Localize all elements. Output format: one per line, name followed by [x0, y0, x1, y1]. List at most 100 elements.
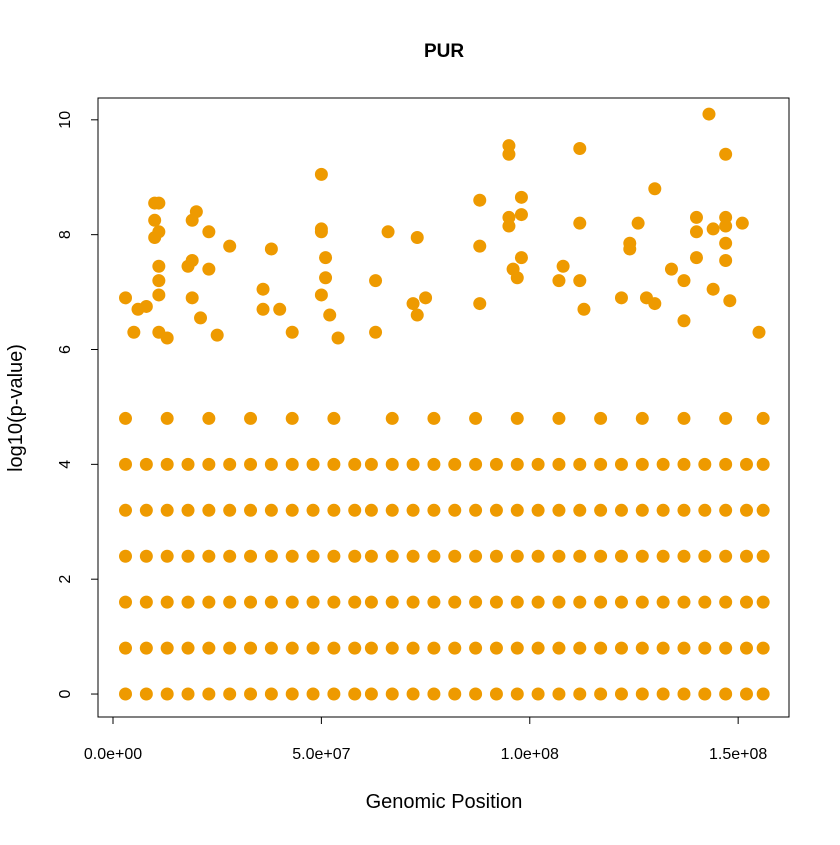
- point: [427, 641, 441, 655]
- point: [202, 687, 216, 701]
- point: [698, 595, 712, 609]
- point: [385, 687, 399, 701]
- point: [244, 457, 258, 471]
- point: [719, 457, 733, 471]
- point: [319, 251, 333, 265]
- point: [531, 641, 545, 655]
- point: [719, 236, 733, 250]
- point: [385, 641, 399, 655]
- point: [594, 503, 608, 517]
- point: [719, 595, 733, 609]
- point: [427, 503, 441, 517]
- point: [573, 457, 587, 471]
- point: [756, 411, 770, 425]
- point: [448, 549, 462, 563]
- point: [719, 219, 733, 233]
- point: [427, 549, 441, 563]
- point: [152, 196, 166, 210]
- point: [427, 595, 441, 609]
- point: [364, 687, 378, 701]
- point: [739, 641, 753, 655]
- point: [473, 193, 487, 207]
- point: [273, 302, 287, 316]
- point: [152, 259, 166, 273]
- point: [410, 308, 424, 322]
- y-tick-label: 4: [57, 460, 74, 469]
- point: [202, 457, 216, 471]
- point: [473, 297, 487, 311]
- point: [756, 549, 770, 563]
- point: [406, 549, 420, 563]
- point: [369, 274, 383, 288]
- point: [327, 411, 341, 425]
- point: [677, 641, 691, 655]
- point: [327, 687, 341, 701]
- point: [698, 687, 712, 701]
- point: [635, 503, 649, 517]
- point: [756, 687, 770, 701]
- point: [594, 641, 608, 655]
- point: [448, 457, 462, 471]
- plot-box: [97, 97, 790, 718]
- point: [739, 503, 753, 517]
- point: [573, 595, 587, 609]
- point: [614, 595, 628, 609]
- y-tick-label: 6: [57, 345, 74, 354]
- point: [723, 294, 737, 308]
- point: [573, 641, 587, 655]
- point: [331, 331, 345, 345]
- point: [510, 641, 524, 655]
- point: [614, 291, 628, 305]
- point: [189, 205, 203, 219]
- point: [223, 239, 237, 253]
- point: [406, 457, 420, 471]
- point: [406, 297, 420, 311]
- point: [139, 641, 153, 655]
- point: [314, 167, 328, 181]
- point: [348, 503, 362, 517]
- y-tick-label: 2: [57, 575, 74, 584]
- point: [319, 271, 333, 285]
- point: [577, 302, 591, 316]
- point: [752, 325, 766, 339]
- point: [194, 311, 208, 325]
- point: [531, 687, 545, 701]
- point: [739, 457, 753, 471]
- point: [364, 457, 378, 471]
- point: [473, 239, 487, 253]
- point: [119, 687, 133, 701]
- x-tick-label: 1.0e+08: [501, 746, 559, 763]
- point: [385, 595, 399, 609]
- point: [656, 641, 670, 655]
- point: [573, 142, 587, 156]
- point: [119, 457, 133, 471]
- point: [469, 641, 483, 655]
- point: [327, 595, 341, 609]
- point: [448, 595, 462, 609]
- point: [469, 503, 483, 517]
- point: [181, 549, 195, 563]
- point: [185, 291, 199, 305]
- point: [573, 274, 587, 288]
- point: [531, 549, 545, 563]
- point: [139, 503, 153, 517]
- point: [406, 503, 420, 517]
- point: [639, 291, 653, 305]
- point: [706, 222, 720, 236]
- point: [306, 457, 320, 471]
- point: [719, 254, 733, 268]
- point: [152, 288, 166, 302]
- y-tick-label: 10: [57, 111, 74, 129]
- point: [510, 595, 524, 609]
- point: [381, 225, 395, 239]
- point: [202, 225, 216, 239]
- point: [502, 219, 516, 233]
- point: [160, 687, 174, 701]
- point: [689, 225, 703, 239]
- point: [656, 595, 670, 609]
- point: [264, 549, 278, 563]
- point: [689, 251, 703, 265]
- point: [223, 457, 237, 471]
- point: [306, 503, 320, 517]
- point: [756, 503, 770, 517]
